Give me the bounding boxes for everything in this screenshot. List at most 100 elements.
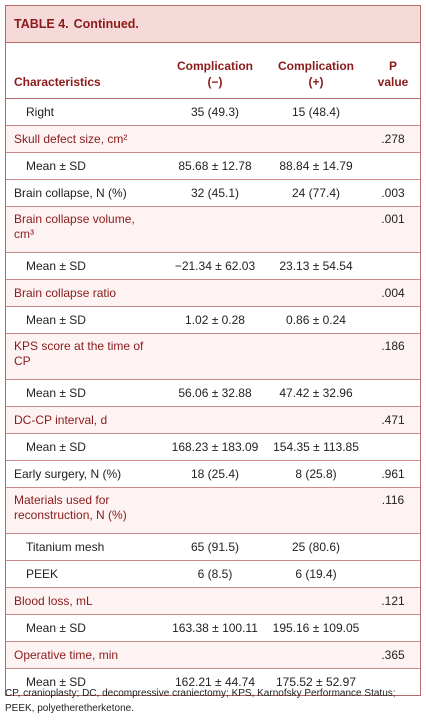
table-cell: Titanium mesh — [6, 533, 164, 561]
table-cell: 18 (25.4) — [164, 460, 266, 488]
table-cell — [366, 614, 420, 642]
table-cell: 0.86 ± 0.24 — [266, 306, 366, 334]
table-cell: KPS score at the time of CP — [6, 333, 164, 380]
table-cell: Right — [6, 98, 164, 126]
table-cell: Brain collapse volume, cm³ — [6, 206, 164, 253]
table-cell: 24 (77.4) — [266, 179, 366, 207]
table-row: Operative time, min .365 — [6, 641, 420, 669]
table-row: Mean ± SD 163.38 ± 100.11 195.16 ± 109.05 — [6, 614, 420, 642]
table-cell — [366, 306, 420, 334]
table-cell: PEEK — [6, 560, 164, 588]
table-cell — [164, 487, 266, 534]
table-cell — [164, 587, 266, 615]
title-text: Continued. — [73, 17, 139, 31]
table-cell — [164, 406, 266, 434]
table-cell: 88.84 ± 14.79 — [266, 152, 366, 180]
table-cell: Blood loss, mL — [6, 587, 164, 615]
table-title: TABLE 4. Continued. — [6, 6, 420, 43]
header-text: Complication (+) — [277, 59, 354, 89]
table-cell — [266, 641, 366, 669]
table-cell: .121 — [366, 587, 420, 615]
table-cell — [266, 587, 366, 615]
table-row: KPS score at the time of CP .186 — [6, 333, 420, 380]
table-cell — [266, 125, 366, 153]
table-cell: 1.02 ± 0.28 — [164, 306, 266, 334]
table-row: Titanium mesh 65 (91.5) 25 (80.6) — [6, 533, 420, 561]
table-cell: 15 (48.4) — [266, 98, 366, 126]
table-cell: 85.68 ± 12.78 — [164, 152, 266, 180]
table-cell: Mean ± SD — [6, 306, 164, 334]
table-cell: 25 (80.6) — [266, 533, 366, 561]
table-cell — [366, 152, 420, 180]
table-cell: .003 — [366, 179, 420, 207]
table-cell: Mean ± SD — [6, 614, 164, 642]
table-row: Early surgery, N (%) 18 (25.4) 8 (25.8) .96… — [6, 460, 420, 488]
table-cell: Mean ± SD — [6, 152, 164, 180]
table-cell: 6 (19.4) — [266, 560, 366, 588]
table-cell — [164, 125, 266, 153]
table-cell: Mean ± SD — [6, 252, 164, 280]
header-cell: Complication (−) — [164, 43, 266, 99]
table-frame: TABLE 4. Continued. Characteristics Compl… — [5, 5, 421, 696]
table-cell — [266, 406, 366, 434]
table-cell: .004 — [366, 279, 420, 307]
table-cell: 47.42 ± 32.96 — [266, 379, 366, 407]
table-row: Blood loss, mL .121 — [6, 587, 420, 615]
table-row: Brain collapse volume, cm³ .001 — [6, 206, 420, 253]
table-cell: 163.38 ± 100.11 — [164, 614, 266, 642]
table-cell: −21.34 ± 62.03 — [164, 252, 266, 280]
table-cell: .471 — [366, 406, 420, 434]
table-cell: Brain collapse, N (%) — [6, 179, 164, 207]
table-cell: Skull defect size, cm² — [6, 125, 164, 153]
table-cell: 168.23 ± 183.09 — [164, 433, 266, 461]
table-cell: 154.35 ± 113.85 — [266, 433, 366, 461]
table-row: Mean ± SD −21.34 ± 62.03 23.13 ± 54.54 — [6, 252, 420, 280]
table-cell: 56.06 ± 32.88 — [164, 379, 266, 407]
table-cell — [366, 98, 420, 126]
table-cell: DC-CP interval, d — [6, 406, 164, 434]
header-text: Complication (−) — [176, 59, 253, 89]
table: Characteristics Complication (−) Complic… — [6, 43, 420, 695]
table-row: PEEK 6 (8.5) 6 (19.4) — [6, 560, 420, 588]
table-row: Mean ± SD 1.02 ± 0.28 0.86 ± 0.24 — [6, 306, 420, 334]
table-row: Mean ± SD 168.23 ± 183.09 154.35 ± 113.85 — [6, 433, 420, 461]
table-row: Mean ± SD 56.06 ± 32.88 47.42 ± 32.96 — [6, 379, 420, 407]
table-cell — [266, 279, 366, 307]
table-row: Brain collapse, N (%) 32 (45.1) 24 (77.4).… — [6, 179, 420, 207]
table-cell: .186 — [366, 333, 420, 380]
header-cell: Characteristics — [6, 43, 164, 99]
title-label: TABLE 4. — [14, 17, 69, 31]
table-cell: 35 (49.3) — [164, 98, 266, 126]
table-cell: .961 — [366, 460, 420, 488]
table-cell — [366, 560, 420, 588]
table-cell: 65 (91.5) — [164, 533, 266, 561]
table-cell — [366, 252, 420, 280]
table-cell: Mean ± SD — [26, 674, 86, 689]
table-cell — [266, 487, 366, 534]
table-row: Right 35 (49.3) 15 (48.4) — [6, 98, 420, 126]
table-cell — [164, 333, 266, 380]
table-cell: 195.16 ± 109.05 — [266, 614, 366, 642]
table-cell: Brain collapse ratio — [6, 279, 164, 307]
table-cell — [366, 433, 420, 461]
header-cell: P value — [366, 43, 420, 99]
table-cell — [266, 206, 366, 253]
table-cell: 8 (25.8) — [266, 460, 366, 488]
table-cell: 175.52 ± 52.97 — [276, 674, 356, 689]
table-cell: Operative time, min — [6, 641, 164, 669]
table-cell — [366, 379, 420, 407]
table-cell: Early surgery, N (%) — [6, 460, 164, 488]
table-cell — [164, 206, 266, 253]
table-cell: Mean ± SD — [6, 379, 164, 407]
table-cell — [164, 279, 266, 307]
table-cell: 162.21 ± 44.74 — [175, 674, 255, 689]
table-cell: 32 (45.1) — [164, 179, 266, 207]
table-cell: .116 — [366, 487, 420, 534]
table-row: Mean ± SD 85.68 ± 12.78 88.84 ± 14.79 — [6, 152, 420, 180]
table-cell: .365 — [366, 641, 420, 669]
table-cell: .001 — [366, 206, 420, 253]
table-row: Materials used for reconstruction, N (%)… — [6, 487, 420, 534]
table-row: DC-CP interval, d .471 — [6, 406, 420, 434]
table-cell: Materials used for reconstruction, N (%) — [6, 487, 164, 534]
table-cell — [266, 333, 366, 380]
